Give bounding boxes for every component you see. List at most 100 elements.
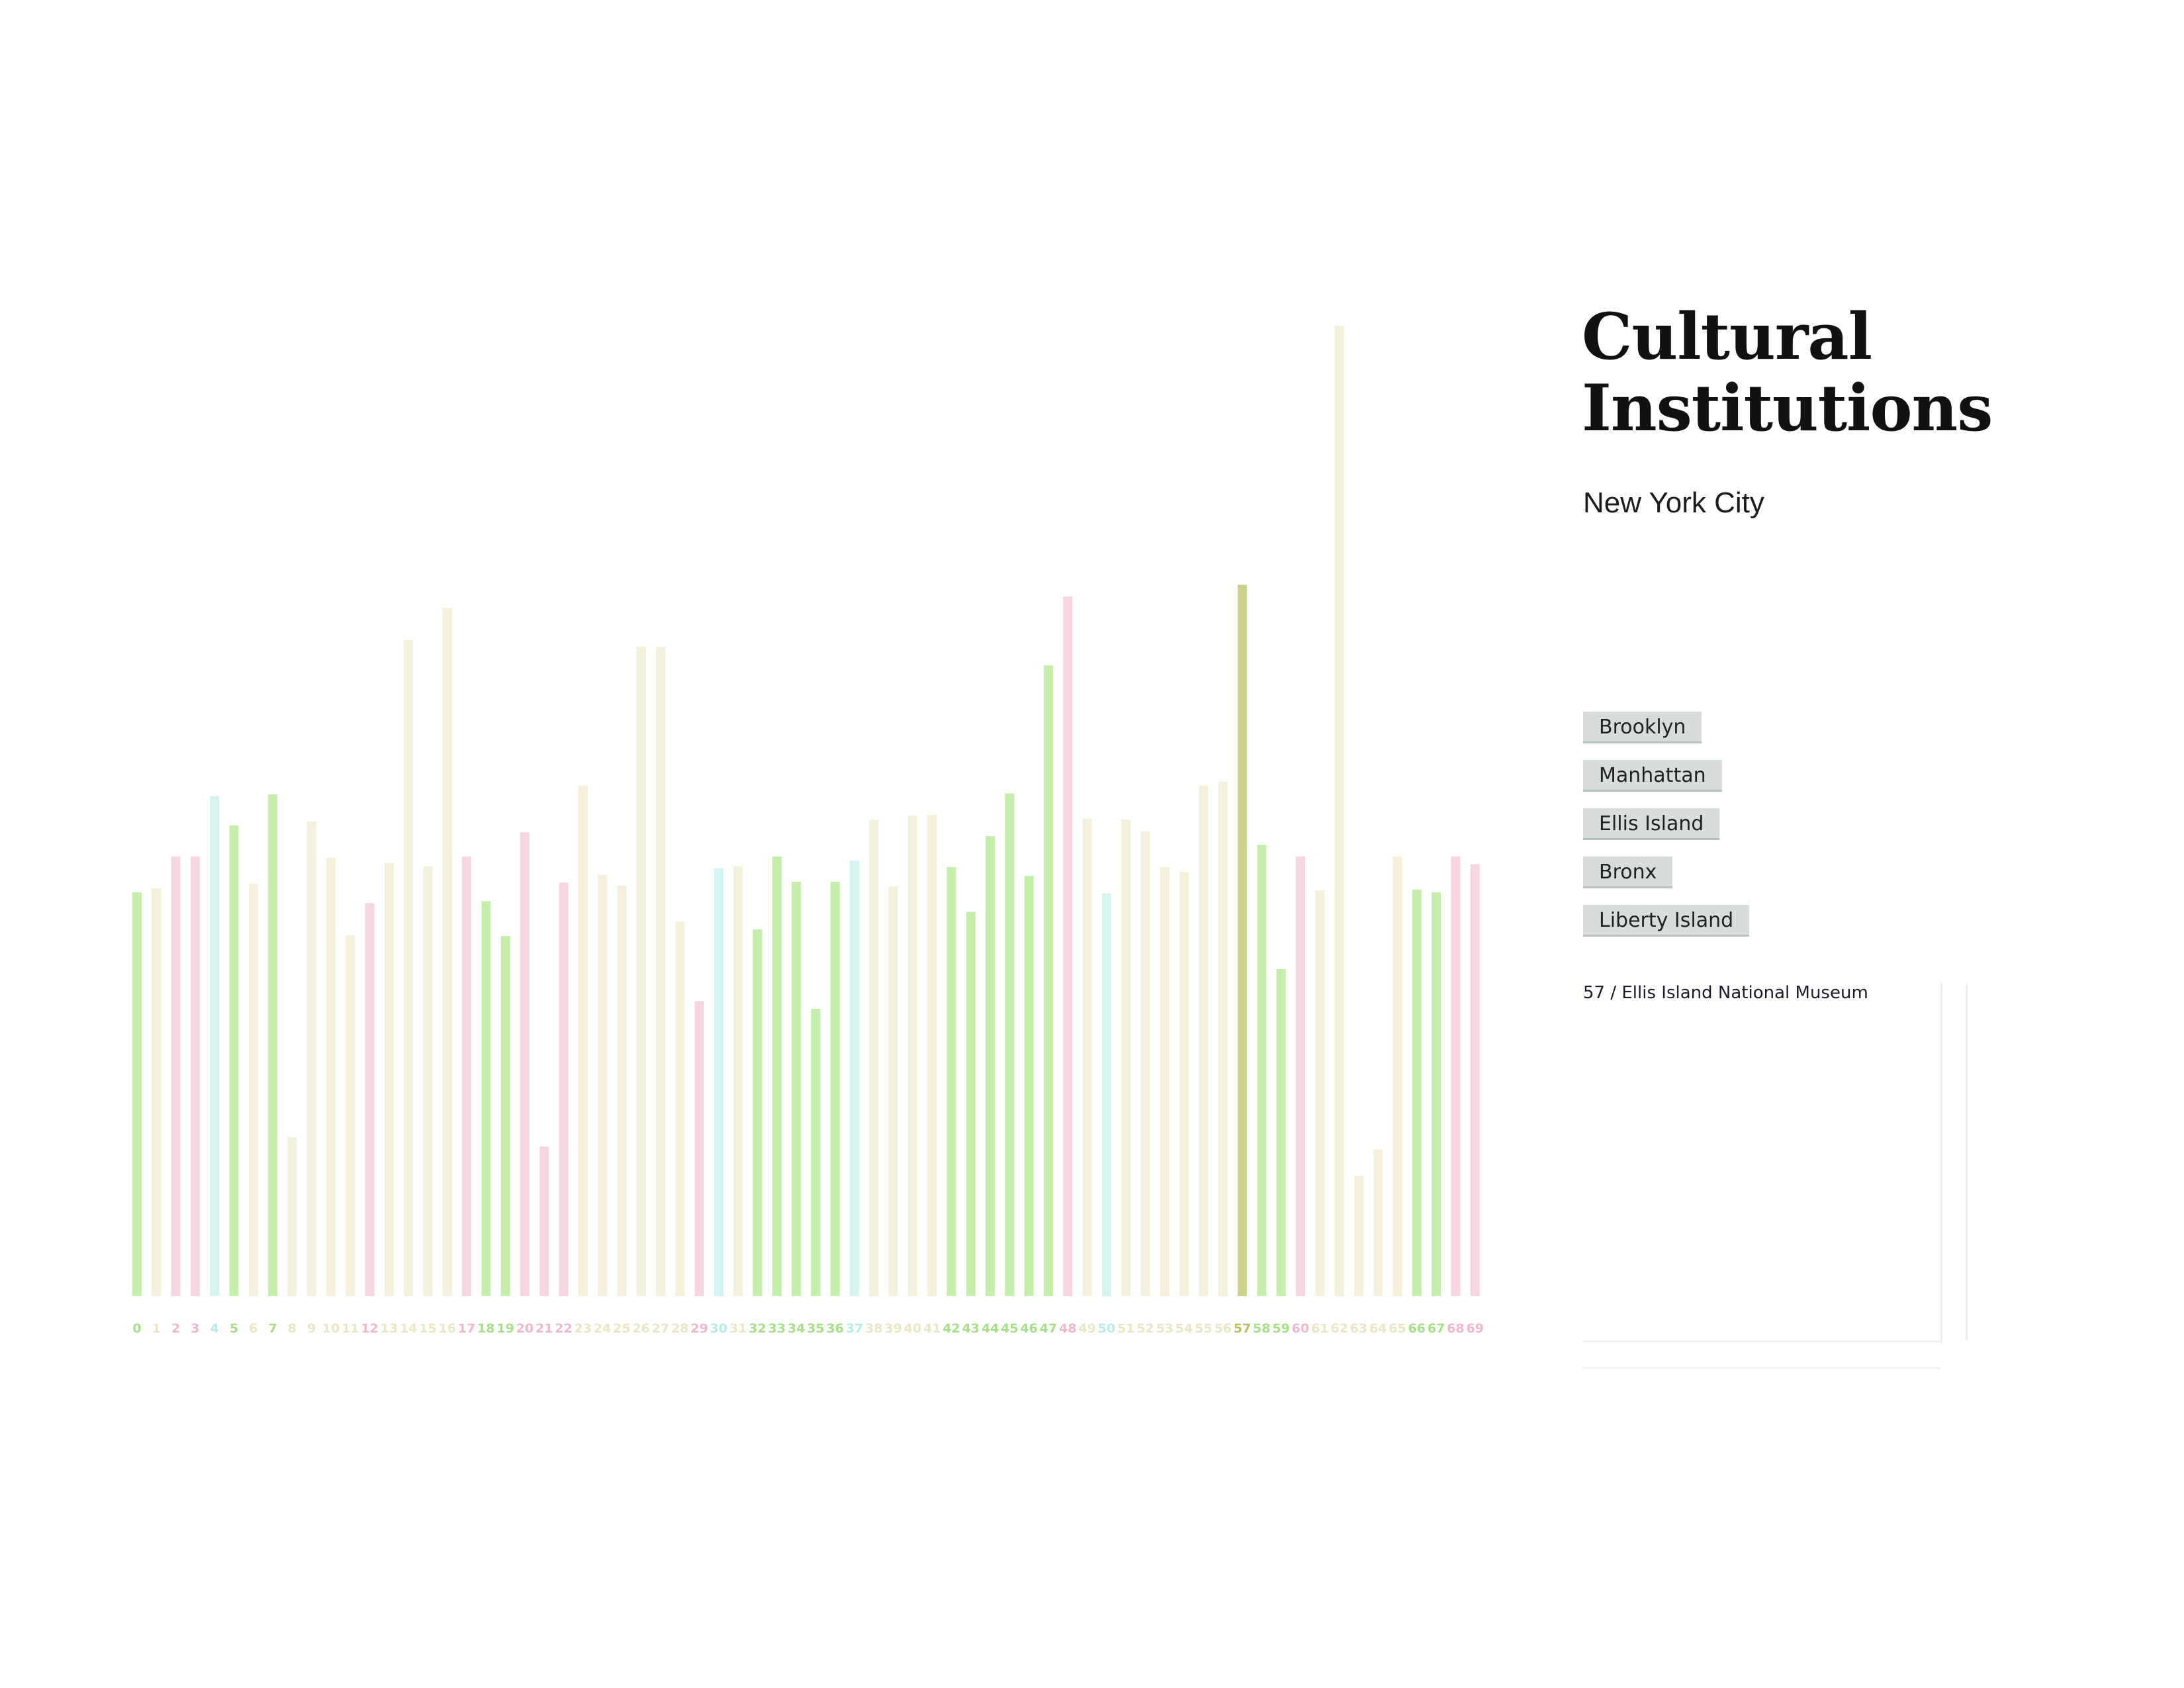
bar-31[interactable] (733, 866, 743, 1296)
bar-46[interactable] (1024, 876, 1034, 1296)
title-line-2: Institutions (1582, 371, 1993, 445)
bar-5[interactable] (229, 825, 239, 1296)
x-tick-label-29: 29 (690, 1321, 707, 1336)
bar-60[interactable] (1296, 856, 1305, 1296)
title-line-1: Cultural (1582, 299, 1872, 374)
x-tick-label-67: 67 (1428, 1321, 1445, 1336)
x-tick-label-13: 13 (381, 1321, 398, 1336)
bar-3[interactable] (190, 856, 200, 1296)
bar-10[interactable] (326, 857, 336, 1296)
x-tick-label-60: 60 (1292, 1321, 1309, 1336)
filter-button-ellis-island[interactable]: Ellis Island (1583, 808, 1720, 840)
x-tick-label-51: 51 (1117, 1321, 1134, 1336)
bar-2[interactable] (171, 856, 181, 1296)
x-tick-label-44: 44 (981, 1321, 999, 1336)
page-subtitle: New York City (1583, 487, 1764, 519)
bar-12[interactable] (365, 903, 375, 1296)
bar-23[interactable] (578, 785, 588, 1296)
bar-26[interactable] (636, 647, 646, 1296)
bar-64[interactable] (1373, 1149, 1383, 1296)
x-tick-label-11: 11 (341, 1321, 359, 1336)
bar-8[interactable] (287, 1137, 297, 1296)
x-tick-label-35: 35 (807, 1321, 824, 1336)
bar-50[interactable] (1102, 893, 1111, 1296)
x-tick-label-4: 4 (210, 1321, 219, 1336)
x-tick-label-28: 28 (671, 1321, 688, 1336)
bar-37[interactable] (850, 860, 860, 1296)
bar-39[interactable] (888, 886, 898, 1296)
bar-6[interactable] (248, 884, 258, 1296)
bar-27[interactable] (656, 647, 666, 1296)
bar-44[interactable] (985, 836, 995, 1296)
filter-button-liberty-island[interactable]: Liberty Island (1583, 905, 1750, 937)
bar-33[interactable] (772, 856, 782, 1296)
bar-48[interactable] (1063, 596, 1073, 1296)
x-tick-label-59: 59 (1272, 1321, 1289, 1336)
bar-52[interactable] (1140, 831, 1150, 1296)
bar-4[interactable] (210, 796, 220, 1296)
bar-11[interactable] (345, 935, 355, 1296)
bar-47[interactable] (1044, 665, 1054, 1296)
filter-button-bronx[interactable]: Bronx (1583, 857, 1673, 888)
bar-59[interactable] (1276, 969, 1286, 1296)
bar-24[interactable] (598, 874, 608, 1296)
bar-54[interactable] (1179, 872, 1189, 1296)
bar-45[interactable] (1005, 793, 1015, 1296)
bar-21[interactable] (539, 1147, 549, 1296)
x-tick-label-8: 8 (288, 1321, 296, 1336)
bar-34[interactable] (792, 882, 801, 1296)
bar-55[interactable] (1199, 785, 1208, 1296)
bar-61[interactable] (1315, 890, 1325, 1296)
bar-30[interactable] (714, 868, 723, 1297)
bar-35[interactable] (811, 1009, 821, 1296)
bar-67[interactable] (1432, 892, 1441, 1296)
bar-19[interactable] (500, 936, 510, 1296)
bar-41[interactable] (927, 814, 937, 1296)
x-tick-label-6: 6 (249, 1321, 257, 1336)
bar-20[interactable] (520, 832, 529, 1296)
bar-62[interactable] (1334, 326, 1344, 1296)
bar-29[interactable] (694, 1001, 704, 1296)
bar-7[interactable] (268, 794, 278, 1296)
bar-40[interactable] (908, 816, 917, 1296)
bar-65[interactable] (1392, 856, 1402, 1296)
bar-16[interactable] (442, 608, 452, 1296)
bar-69[interactable] (1470, 864, 1480, 1296)
bar-42[interactable] (946, 867, 956, 1296)
bar-9[interactable] (306, 821, 316, 1296)
filter-button-manhattan[interactable]: Manhattan (1583, 760, 1722, 792)
bar-15[interactable] (423, 866, 433, 1296)
bar-38[interactable] (869, 820, 879, 1296)
category-labels: 0 1 2 3 4 5 6 7 8 9 10 11 12 13 14 15 16 17 18 19 20 21 22 23 24… (132, 1321, 1484, 1336)
filter-button-brooklyn[interactable]: Brooklyn (1583, 712, 1702, 743)
bar-68[interactable] (1451, 856, 1461, 1296)
bar-18[interactable] (481, 901, 491, 1296)
bar-57[interactable] (1238, 585, 1248, 1296)
bar-0[interactable] (132, 892, 142, 1296)
x-tick-label-22: 22 (555, 1321, 572, 1336)
bar-1[interactable] (152, 888, 161, 1296)
bar-14[interactable] (404, 640, 414, 1296)
x-tick-label-14: 14 (400, 1321, 417, 1336)
bar-32[interactable] (752, 929, 762, 1296)
bar-56[interactable] (1218, 782, 1228, 1296)
bar-63[interactable] (1353, 1176, 1363, 1296)
bar-53[interactable] (1160, 867, 1169, 1296)
bar-51[interactable] (1121, 820, 1131, 1296)
bar-13[interactable] (384, 863, 394, 1296)
bar-66[interactable] (1412, 889, 1422, 1296)
x-tick-label-17: 17 (458, 1321, 475, 1336)
bar-25[interactable] (617, 885, 627, 1296)
detail-scroll-track (1966, 983, 1968, 1340)
bar-43[interactable] (966, 912, 976, 1297)
bar-36[interactable] (830, 882, 840, 1296)
x-tick-label-42: 42 (942, 1321, 960, 1336)
bar-28[interactable] (675, 921, 685, 1296)
bar-22[interactable] (559, 882, 569, 1297)
x-tick-label-69: 69 (1466, 1321, 1483, 1336)
bar-49[interactable] (1082, 818, 1092, 1296)
x-tick-label-55: 55 (1195, 1321, 1212, 1336)
bar-58[interactable] (1257, 845, 1267, 1296)
detail-box (1583, 983, 1942, 1342)
bar-17[interactable] (462, 856, 472, 1296)
